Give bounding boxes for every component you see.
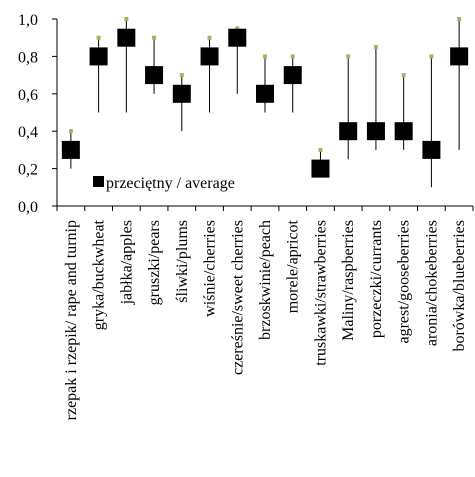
x-tick-label: agrest/gooseberries: [396, 220, 413, 344]
max-marker: [318, 147, 323, 152]
average-marker: [89, 47, 108, 66]
max-marker: [429, 54, 434, 59]
average-marker: [200, 47, 219, 66]
average-marker: [366, 122, 385, 141]
x-tick-label: jabłka/apples: [118, 220, 135, 305]
legend: przeciętny / average: [93, 175, 235, 192]
x-tick-label: czereśnie/sweet cherries: [229, 220, 246, 375]
average-marker: [283, 66, 302, 85]
max-marker: [124, 17, 129, 21]
x-tick-label: truskawki/strawberries: [312, 220, 329, 366]
average-marker: [228, 28, 247, 47]
max-marker: [290, 54, 295, 59]
max-marker: [457, 17, 462, 21]
average-marker: [256, 84, 274, 103]
average-marker: [422, 140, 441, 159]
max-marker: [235, 26, 240, 31]
average-marker: [117, 28, 136, 47]
y-tick-label: 0,4: [18, 124, 38, 141]
average-marker: [394, 122, 413, 141]
x-tick-label: rzepak i rzepik/ rape and turnip: [63, 220, 80, 420]
y-tick-label: 0,8: [18, 49, 38, 66]
y-tick-label: 0,0: [18, 199, 38, 216]
x-tick-label: aronia/chokeberries: [423, 220, 440, 346]
average-marker: [61, 140, 80, 159]
x-tick-label: morele/apricot: [285, 219, 302, 313]
average-marker: [450, 47, 469, 66]
x-tick-label: gruszki/pears: [146, 220, 163, 305]
x-tick-label: śliwki/plums: [174, 220, 191, 303]
average-marker: [311, 159, 330, 178]
max-marker: [263, 54, 267, 59]
x-tick-label: gryka/buckwheat: [91, 219, 108, 330]
x-tick-label: porzeczki/currants: [368, 220, 385, 338]
max-marker: [96, 35, 101, 40]
y-axis-ticks: 0,0 0,2 0,4 0,6 0,8 1,0: [18, 12, 474, 216]
max-marker: [373, 45, 378, 50]
legend-swatch: [93, 176, 104, 187]
y-tick-label: 0,2: [18, 162, 38, 179]
max-marker: [68, 129, 73, 134]
max-marker: [152, 35, 157, 40]
average-markers: [61, 28, 469, 178]
max-marker: [346, 54, 351, 59]
y-tick-label: 1,0: [18, 12, 38, 29]
max-marker: [401, 73, 406, 78]
max-marker: [179, 73, 184, 78]
average-marker: [339, 122, 358, 141]
x-tick-label: brzoskwinie/peach: [257, 220, 274, 340]
x-tick-label: wiśnie/cherries: [202, 220, 219, 317]
x-axis-labels: rzepak i rzepik/ rape and turnip gryka/bu…: [63, 219, 468, 420]
legend-label: przeciętny / average: [106, 175, 235, 192]
x-tick-label: Maliny/raspberries: [340, 220, 357, 341]
max-markers: [68, 17, 462, 152]
average-marker: [145, 66, 164, 85]
x-tick-label: borówka/blueberries: [451, 220, 468, 352]
average-marker: [172, 84, 191, 103]
max-marker: [207, 35, 212, 40]
y-tick-label: 0,6: [18, 87, 38, 104]
